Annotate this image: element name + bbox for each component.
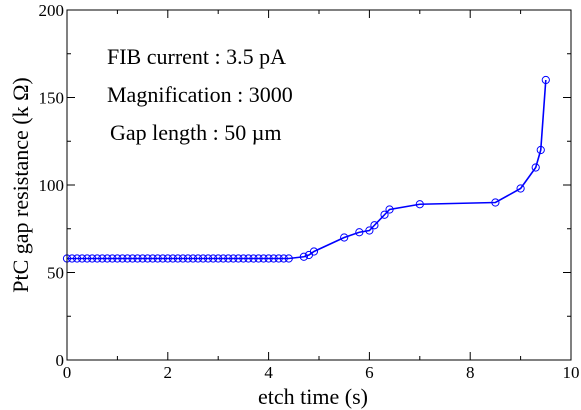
y-tick-label: 150 <box>39 89 65 108</box>
data-point <box>380 210 389 219</box>
data-point <box>183 254 193 263</box>
data-point <box>239 254 248 263</box>
data-point <box>83 254 92 263</box>
data-point <box>370 221 379 230</box>
data-point <box>249 254 258 263</box>
x-tick-label: 8 <box>466 363 475 382</box>
data-point <box>148 254 157 263</box>
data-point <box>269 254 278 263</box>
data-point <box>72 254 82 263</box>
x-tick-label: 2 <box>164 363 173 382</box>
data-point <box>138 254 147 263</box>
data-point <box>113 254 122 263</box>
data-point <box>224 254 233 263</box>
data-point <box>516 184 525 193</box>
data-point <box>88 254 97 263</box>
data-point <box>274 254 283 263</box>
data-point <box>309 247 319 256</box>
data-point <box>188 254 198 263</box>
data-point <box>299 252 308 261</box>
y-axis-title: PtC gap resistance (k Ω) <box>8 77 33 293</box>
data-point <box>67 254 77 263</box>
data-point <box>103 254 112 263</box>
y-tick-label: 100 <box>39 176 65 195</box>
data-point <box>531 163 540 172</box>
data-point <box>158 254 167 263</box>
data-point <box>204 254 213 263</box>
data-point <box>254 254 263 263</box>
annotation-line-1: FIB current : 3.5 pA <box>107 44 286 69</box>
data-point <box>219 254 228 263</box>
data-point <box>173 254 182 263</box>
data-point <box>178 254 188 263</box>
data-point <box>168 254 177 263</box>
annotation-line-3: Gap length : 50 µm <box>110 120 282 145</box>
data-point <box>229 254 238 263</box>
series-layer <box>62 75 550 263</box>
data-point <box>133 254 142 263</box>
series-line <box>67 79 547 260</box>
data-point <box>198 254 208 263</box>
data-point <box>385 205 394 214</box>
data-point <box>78 254 87 263</box>
data-point <box>234 254 243 263</box>
x-tick-label: 6 <box>365 363 374 382</box>
annotation-layer: FIB current : 3.5 pA Magnification : 3000… <box>107 44 293 145</box>
data-point <box>98 254 107 263</box>
data-point <box>264 254 273 263</box>
data-point <box>153 254 162 263</box>
data-point <box>415 200 424 209</box>
data-point <box>536 145 545 155</box>
data-point <box>491 198 500 207</box>
x-tick-label: 4 <box>264 363 273 382</box>
y-tick-label: 50 <box>47 264 64 283</box>
y-tick-label: 0 <box>56 351 65 370</box>
annotation-line-2: Magnification : 3000 <box>107 82 293 107</box>
data-point <box>193 254 203 263</box>
data-point <box>214 254 223 263</box>
data-point <box>244 254 253 263</box>
data-point <box>209 254 218 263</box>
data-point <box>93 254 102 263</box>
data-point <box>284 254 293 263</box>
data-point <box>340 233 349 242</box>
data-point <box>163 254 172 263</box>
x-axis-title: etch time (s) <box>258 384 368 409</box>
data-point <box>143 254 152 263</box>
data-point <box>365 226 374 235</box>
data-point <box>259 254 268 263</box>
data-point <box>123 254 132 263</box>
data-point <box>541 75 550 85</box>
data-point <box>118 254 127 263</box>
x-tick-label: 0 <box>63 363 72 382</box>
x-tick-label: 10 <box>563 363 580 382</box>
data-point <box>279 254 288 263</box>
y-tick-label: 200 <box>39 1 65 20</box>
data-point <box>355 228 364 237</box>
data-point <box>128 254 137 263</box>
data-point <box>108 254 117 263</box>
